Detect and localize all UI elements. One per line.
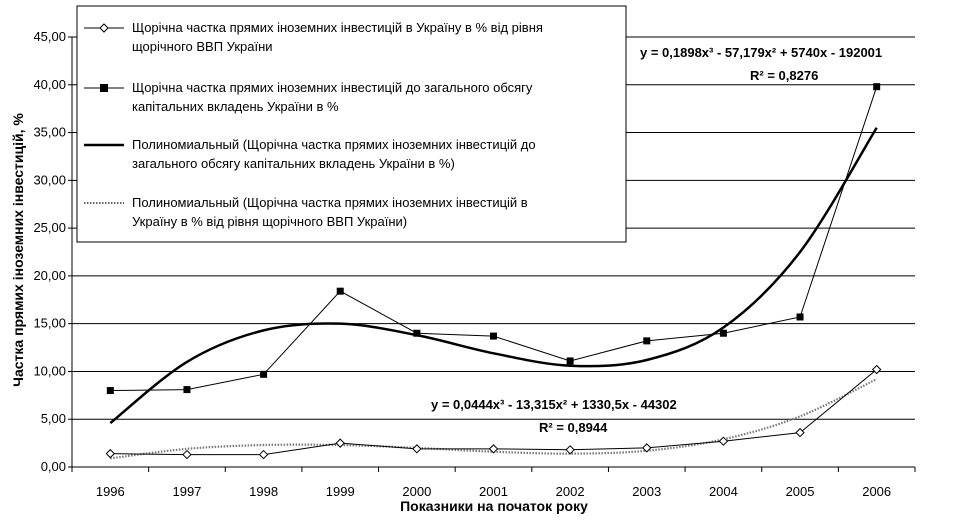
x-tick-label: 1997 xyxy=(172,484,201,499)
legend-label-gdp-trend-2: Україну в % від рівня щорічного ВВП Укра… xyxy=(132,214,407,229)
x-tick-label: 2004 xyxy=(709,484,738,499)
legend-label-gdp-share-2: щорічного ВВП України xyxy=(132,39,273,54)
x-axis-title: Показники на початок року xyxy=(400,498,588,514)
y-tick-label: 45,00 xyxy=(33,29,66,44)
y-axis-title: Частка прямих іноземних інвестицій, % xyxy=(10,113,26,387)
data-point-square xyxy=(490,332,497,340)
data-point-diamond xyxy=(718,436,729,446)
legend-box xyxy=(76,5,627,243)
y-tick-label: 40,00 xyxy=(33,77,66,92)
data-point-diamond xyxy=(565,445,575,455)
x-tick-label: 2005 xyxy=(786,484,815,499)
square-marker-icon xyxy=(100,84,108,92)
data-point-diamond xyxy=(488,444,499,454)
data-point-square xyxy=(796,313,804,321)
legend-label-gdp-trend-1: Полиномиальный (Щорічна частка прямих ін… xyxy=(132,195,528,210)
legend-entry-capital-share: Щорічна частка прямих іноземних інвестиц… xyxy=(84,80,533,114)
x-tick-label: 2000 xyxy=(402,484,431,499)
y-tick-label: 25,00 xyxy=(33,220,66,235)
data-point-square xyxy=(719,329,727,337)
y-tick-label: 20,00 xyxy=(33,268,66,283)
series-layer xyxy=(105,83,882,460)
legend-label-gdp-share-1: Щорічна частка прямих іноземних інвестиц… xyxy=(132,20,543,35)
data-point-diamond xyxy=(105,448,116,459)
axes xyxy=(71,37,915,468)
r2-upper: R² = 0,8276 xyxy=(750,68,818,83)
equation-lower: y = 0,0444x³ - 13,315x² + 1330,5x - 4430… xyxy=(431,397,677,412)
y-tick-label: 10,00 xyxy=(33,363,66,378)
data-point-diamond xyxy=(335,438,345,448)
x-tick-label: 2002 xyxy=(556,484,585,499)
data-point-square xyxy=(183,386,191,394)
y-tick-label: 5,00 xyxy=(41,411,66,426)
legend-entry-gdp-trend: Полиномиальный (Щорічна частка прямих ін… xyxy=(84,195,528,229)
legend: Щорічна частка прямих іноземних інвестиц… xyxy=(76,5,627,243)
data-point-diamond xyxy=(258,449,269,460)
data-point-square xyxy=(106,387,114,395)
data-point-diamond xyxy=(182,449,192,460)
data-point-diamond xyxy=(412,444,422,454)
r2-lower: R² = 0,8944 xyxy=(539,420,608,435)
data-point-square xyxy=(413,329,421,337)
y-tick-label: 15,00 xyxy=(33,316,66,331)
x-tick-label: 1999 xyxy=(326,484,355,499)
y-tick-label: 35,00 xyxy=(33,125,66,140)
y-tick-label: 30,00 xyxy=(33,172,66,187)
legend-entry-gdp-share: Щорічна частка прямих іноземних інвестиц… xyxy=(84,20,543,54)
diamond-marker-icon xyxy=(99,23,109,33)
data-point-square xyxy=(260,370,268,378)
legend-entry-capital-trend: Полиномиальный (Щорічна частка прямих ін… xyxy=(84,137,536,171)
legend-label-capital-share-1: Щорічна частка прямих іноземних інвестиц… xyxy=(132,80,533,95)
series-gdp-share xyxy=(105,364,882,460)
x-tick-label: 1998 xyxy=(249,484,278,499)
data-point-square xyxy=(566,357,574,365)
y-ticks: 0,00 5,00 10,00 15,00 20,00 25,00 30,00 35,00 40… xyxy=(33,29,72,474)
x-tick-label: 2006 xyxy=(862,484,891,499)
legend-label-capital-trend-1: Полиномиальный (Щорічна частка прямих ін… xyxy=(132,137,536,152)
x-tick-label: 2001 xyxy=(479,484,508,499)
x-tick-label: 2003 xyxy=(632,484,661,499)
series-capital-share xyxy=(106,83,881,395)
data-point-square xyxy=(336,287,344,295)
data-point-diamond xyxy=(871,364,882,375)
y-tick-label: 0,00 xyxy=(41,459,66,474)
legend-label-capital-share-2: капітальних вкладень України в % xyxy=(132,99,339,114)
data-point-diamond xyxy=(642,443,652,453)
equation-upper: y = 0,1898x³ - 57,179x² + 5740x - 192001 xyxy=(640,45,882,60)
legend-label-capital-trend-2: загального обсягу капітальних вкладень У… xyxy=(132,156,455,171)
x-tick-label: 1996 xyxy=(96,484,125,499)
trendline-capital-share xyxy=(109,127,878,425)
data-point-square xyxy=(643,337,651,345)
data-point-square xyxy=(873,83,881,91)
x-ticks: 1996 1997 1998 1999 2000 2001 2002 2003 2004 2005… xyxy=(71,467,916,499)
data-point-diamond xyxy=(795,427,805,438)
